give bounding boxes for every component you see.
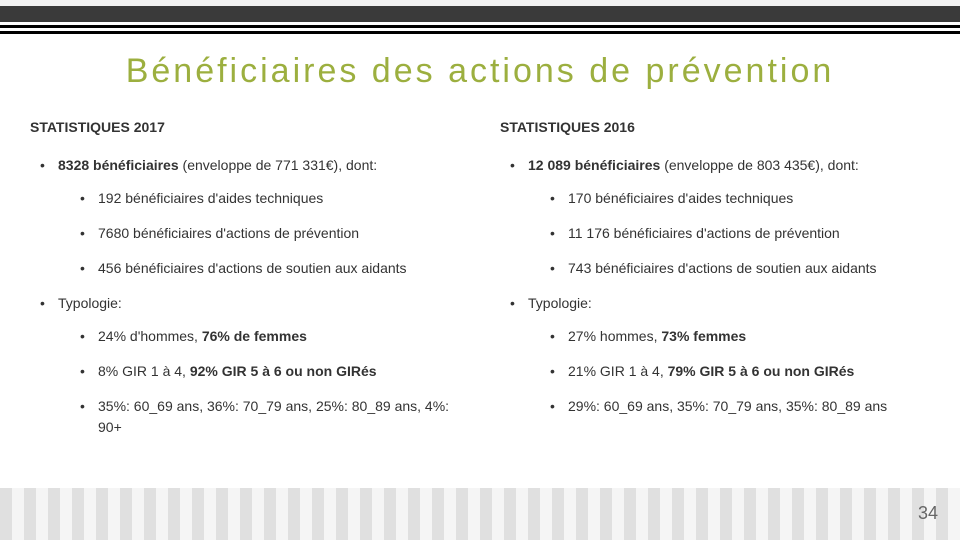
list-item: 192 bénéficiaires d'aides techniques xyxy=(80,188,460,209)
text: 21% GIR 1 à 4, xyxy=(568,363,668,379)
decor-top-dark xyxy=(0,6,960,22)
highlight-text: 76% de femmes xyxy=(202,328,307,344)
decor-bottom-stripes xyxy=(0,488,960,540)
heading-2016: STATISTIQUES 2016 xyxy=(500,119,930,135)
list-item: 12 089 bénéficiaires (enveloppe de 803 4… xyxy=(510,155,930,279)
text: 27% hommes, xyxy=(568,328,661,344)
text: 8% GIR 1 à 4, xyxy=(98,363,190,379)
list-item: 11 176 bénéficiaires d'actions de préven… xyxy=(550,223,930,244)
column-2017: STATISTIQUES 2017 8328 bénéficiaires (en… xyxy=(30,119,460,452)
page-title: Bénéficiaires des actions de prévention xyxy=(0,52,960,91)
highlight-text: 92% GIR 5 à 6 ou non GIRés xyxy=(190,363,377,379)
list-item: 8% GIR 1 à 4, 92% GIR 5 à 6 ou non GIRés xyxy=(80,361,460,382)
list-item: 21% GIR 1 à 4, 79% GIR 5 à 6 ou non GIRé… xyxy=(550,361,930,382)
list-item: 27% hommes, 73% femmes xyxy=(550,326,930,347)
highlight-text: 8328 bénéficiaires xyxy=(58,157,179,173)
highlight-text: 12 089 bénéficiaires xyxy=(528,157,660,173)
list-item: 8328 bénéficiaires (enveloppe de 771 331… xyxy=(40,155,460,279)
list-item: 170 bénéficiaires d'aides techniques xyxy=(550,188,930,209)
list-item: Typologie: 27% hommes, 73% femmes 21% GI… xyxy=(510,293,930,417)
list-item: 35%: 60_69 ans, 36%: 70_79 ans, 25%: 80_… xyxy=(80,396,460,438)
list-item: 29%: 60_69 ans, 35%: 70_79 ans, 35%: 80_… xyxy=(550,396,930,417)
sublist: 24% d'hommes, 76% de femmes 8% GIR 1 à 4… xyxy=(58,326,460,438)
highlight-text: 73% femmes xyxy=(661,328,746,344)
sublist: 192 bénéficiaires d'aides techniques 768… xyxy=(58,188,460,279)
text: 24% d'hommes, xyxy=(98,328,202,344)
text: (enveloppe de 803 435€), dont: xyxy=(660,157,859,173)
sublist: 27% hommes, 73% femmes 21% GIR 1 à 4, 79… xyxy=(528,326,930,417)
content-columns: STATISTIQUES 2017 8328 bénéficiaires (en… xyxy=(0,91,960,452)
list-2016: 12 089 bénéficiaires (enveloppe de 803 4… xyxy=(500,155,930,417)
list-2017: 8328 bénéficiaires (enveloppe de 771 331… xyxy=(30,155,460,438)
text: Typologie: xyxy=(58,295,122,311)
decor-top-line2 xyxy=(0,31,960,34)
heading-2017: STATISTIQUES 2017 xyxy=(30,119,460,135)
page-number: 34 xyxy=(918,503,938,524)
text: Typologie: xyxy=(528,295,592,311)
list-item: Typologie: 24% d'hommes, 76% de femmes 8… xyxy=(40,293,460,438)
list-item: 24% d'hommes, 76% de femmes xyxy=(80,326,460,347)
list-item: 7680 bénéficiaires d'actions de préventi… xyxy=(80,223,460,244)
sublist: 170 bénéficiaires d'aides techniques 11 … xyxy=(528,188,930,279)
text: (enveloppe de 771 331€), dont: xyxy=(179,157,378,173)
highlight-text: 79% GIR 5 à 6 ou non GIRés xyxy=(668,363,855,379)
list-item: 743 bénéficiaires d'actions de soutien a… xyxy=(550,258,930,279)
list-item: 456 bénéficiaires d'actions de soutien a… xyxy=(80,258,460,279)
column-2016: STATISTIQUES 2016 12 089 bénéficiaires (… xyxy=(500,119,930,452)
